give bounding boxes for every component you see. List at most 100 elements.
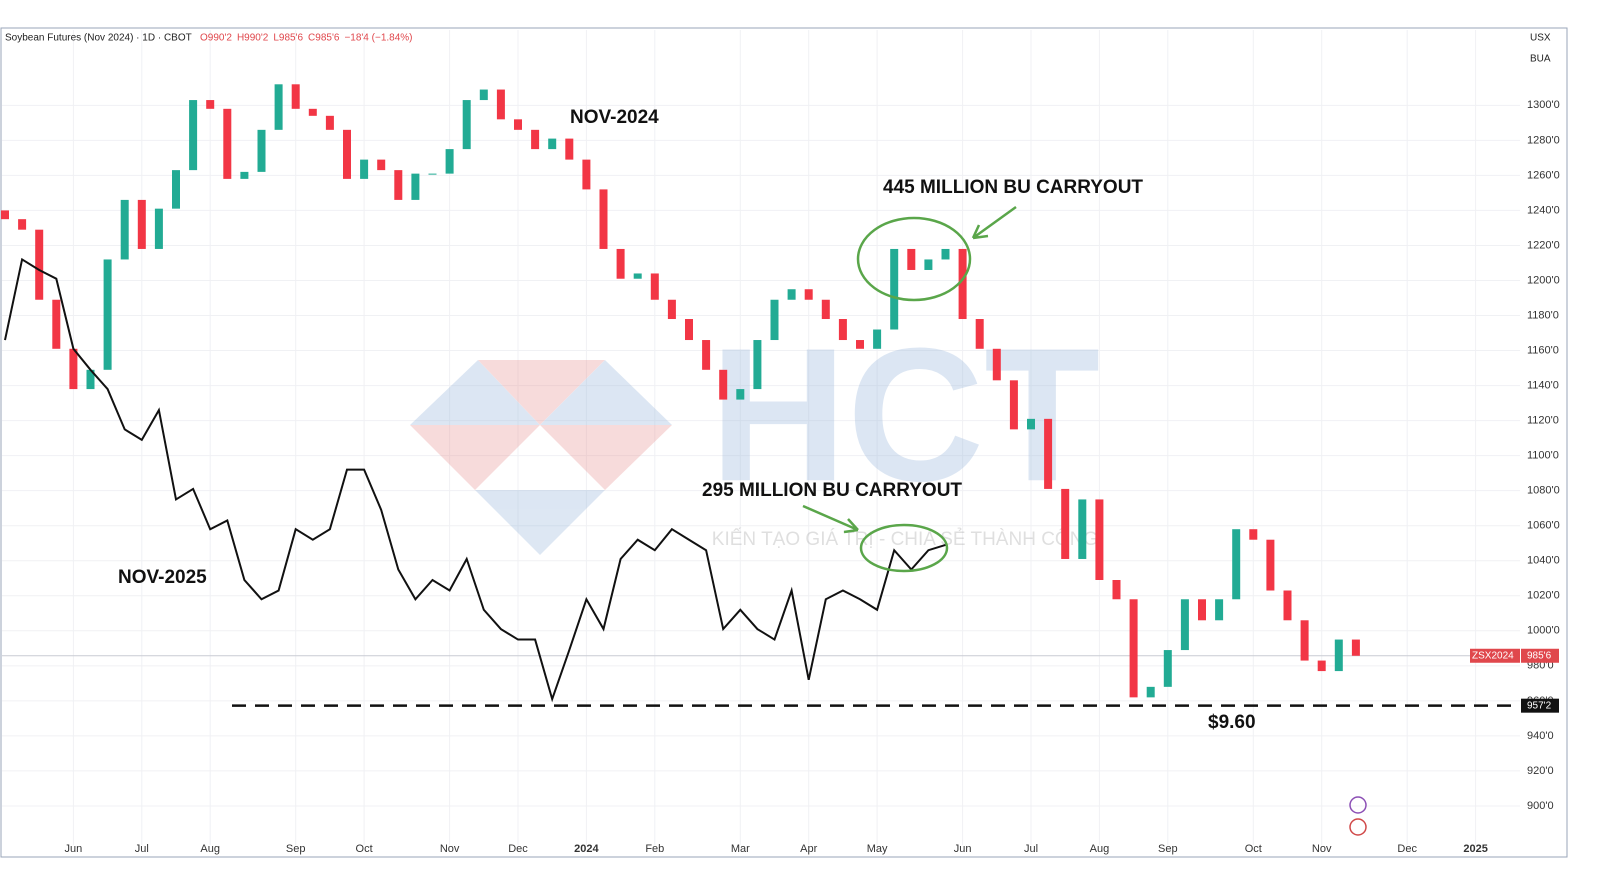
candle [548, 138, 557, 150]
y-tick-label: 1020'0 [1527, 590, 1560, 602]
highlights [802, 205, 1017, 573]
candle [821, 299, 830, 320]
candle [120, 199, 129, 260]
candle [582, 159, 591, 190]
y-tick-label: 920'0 [1527, 765, 1554, 777]
ohlc-value: L985'6 [273, 33, 303, 44]
x-tick-label: Dec [1397, 843, 1417, 855]
x-tick-label: Apr [800, 843, 817, 855]
candle [445, 149, 454, 174]
candle [702, 340, 711, 370]
ohlc-value: O990'2 [200, 33, 232, 44]
candle [992, 348, 1001, 381]
price-box [1521, 648, 1559, 663]
candle [873, 329, 882, 349]
candle [907, 248, 916, 270]
candle [650, 273, 659, 300]
candle [1232, 529, 1241, 600]
candle [325, 115, 334, 130]
candle [787, 289, 796, 300]
y-tick-label: 1160'0 [1527, 344, 1559, 356]
candle [1061, 488, 1070, 559]
watermark: HCT KIẾN TẠO GIÁ TRỊ - CHIA SẺ THÀNH CÔN… [410, 309, 1100, 555]
candle [291, 84, 300, 109]
candle [804, 289, 813, 300]
y-tick-label: 1280'0 [1527, 134, 1560, 146]
symbol-label: ZSX2024 [1472, 650, 1514, 661]
candle [462, 100, 471, 150]
header-title: Soybean Futures (Nov 2024) · 1D · CBOT [5, 33, 192, 44]
y-tick-label: 1040'0 [1527, 555, 1560, 567]
candle [1283, 590, 1292, 621]
price-box [1521, 698, 1559, 713]
candle [958, 248, 967, 320]
candle [343, 129, 351, 179]
candle [1249, 529, 1258, 540]
y-tick-label: 900'0 [1527, 800, 1554, 812]
candle [479, 89, 488, 101]
candle [189, 100, 198, 171]
candle [1180, 599, 1189, 651]
x-tick-label: Jul [135, 843, 149, 855]
candle [1129, 599, 1138, 698]
logo-shape [540, 425, 672, 490]
y-tick-label: 1240'0 [1527, 204, 1560, 216]
annotation: 295 MILLION BU CARRYOUT [702, 480, 962, 501]
candle [1317, 660, 1326, 672]
x-tick-label: Aug [200, 843, 220, 855]
highlight-ellipse [859, 523, 949, 573]
candle [428, 173, 437, 175]
y-tick-label: 940'0 [1527, 730, 1554, 742]
candle [69, 348, 78, 390]
icon[interactable] [1349, 796, 1367, 814]
y-tick-label: 1260'0 [1527, 169, 1560, 181]
candle [975, 319, 984, 349]
annotation: $9.60 [1208, 712, 1256, 733]
candle [377, 159, 386, 171]
candle [35, 229, 44, 300]
x-tick-label: Sep [286, 843, 306, 855]
candle [736, 389, 745, 400]
candle [257, 129, 266, 172]
candle [924, 259, 933, 270]
logo-shape [540, 360, 672, 425]
candle [1215, 599, 1224, 621]
y-tick-label: 1180'0 [1527, 309, 1559, 321]
x-tick-label: Jun [954, 843, 972, 855]
candle [1163, 650, 1172, 687]
candle [18, 219, 27, 230]
candle [531, 129, 540, 150]
logo-shape [410, 360, 540, 425]
candle [1112, 580, 1121, 600]
y-tick-label: 1300'0 [1527, 99, 1560, 111]
candle [223, 108, 232, 179]
candle [1078, 499, 1087, 559]
watermark-logo: HCT [710, 309, 1100, 521]
candle [496, 89, 505, 120]
annotation: NOV-2025 [118, 567, 207, 588]
logo-shape [410, 425, 540, 490]
x-tick-label: Aug [1090, 843, 1110, 855]
candle [565, 138, 574, 160]
candle [770, 299, 779, 341]
candle [890, 248, 899, 330]
candle [52, 299, 61, 349]
x-tick-label: Dec [508, 843, 528, 855]
candle [103, 259, 112, 370]
candle [685, 319, 693, 341]
candle [1266, 539, 1275, 591]
x-tick-label: Feb [645, 843, 664, 855]
candle [1351, 639, 1360, 656]
highlight-ellipse [856, 216, 972, 302]
icon[interactable] [1349, 818, 1367, 836]
x-tick-label: Oct [356, 843, 373, 855]
candle [240, 171, 249, 179]
candle [1198, 599, 1206, 621]
y-tick-label: 1200'0 [1527, 274, 1560, 286]
candle [86, 369, 95, 390]
y-tick-label: 1120'0 [1527, 415, 1559, 427]
candle [941, 248, 950, 260]
annotation: 445 MILLION BU CARRYOUT [883, 177, 1143, 198]
candle [1009, 380, 1018, 430]
